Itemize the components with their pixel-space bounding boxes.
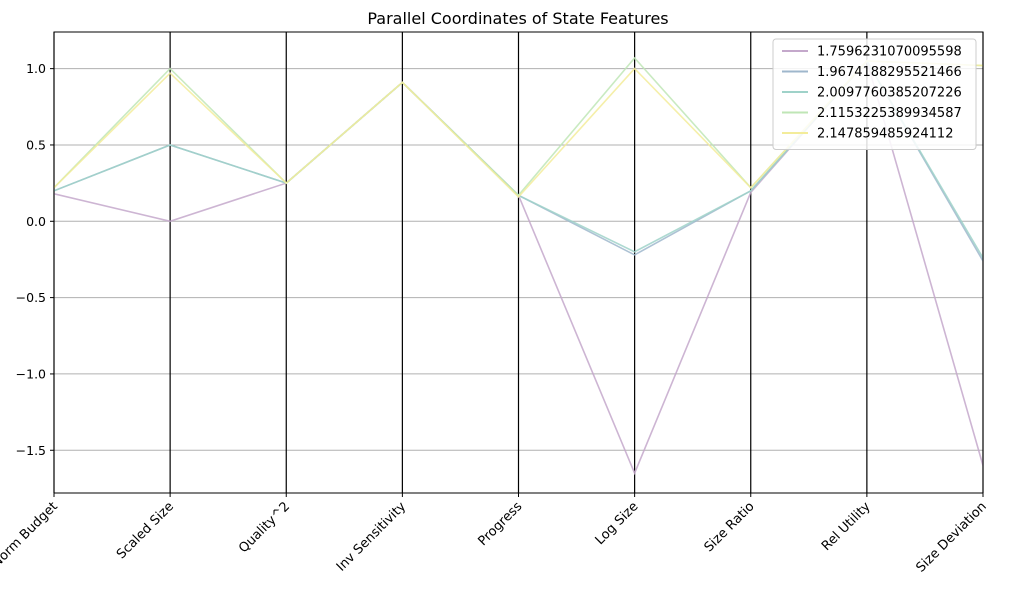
legend-label: 1.9674188295521466 bbox=[817, 65, 962, 80]
chart-title: Parallel Coordinates of State Features bbox=[367, 9, 668, 28]
legend-label: 2.0097760385207226 bbox=[817, 86, 962, 101]
category-label: Scaled Size bbox=[114, 499, 177, 562]
category-label: Size Ratio bbox=[702, 499, 758, 555]
legend: 1.7596231070095598 1.9674188295521466 2.00… bbox=[772, 38, 977, 150]
category-label: Size Deviation bbox=[913, 499, 989, 575]
y-tick-label: 0.5 bbox=[26, 137, 46, 152]
legend-label: 1.7596231070095598 bbox=[817, 45, 962, 60]
y-tick-label: −1.0 bbox=[16, 366, 46, 381]
legend-box bbox=[772, 38, 977, 150]
y-tick-label: 0.0 bbox=[26, 214, 46, 229]
legend-label: 2.147859485924112 bbox=[817, 127, 953, 142]
category-label: Rel Utility bbox=[819, 499, 874, 554]
category-label: Norm Budget bbox=[0, 499, 61, 571]
y-tick-label: −1.5 bbox=[16, 443, 46, 458]
category-label: Progress bbox=[475, 499, 525, 549]
category-label: Log Size bbox=[593, 499, 642, 548]
y-axis-ticks: 1.0 0.5 0.0 −0.5 −1.0 −1.5 bbox=[16, 61, 54, 458]
category-label: Quality^2 bbox=[236, 499, 293, 556]
category-labels: Norm Budget Scaled Size Quality^2 Inv Sensi… bbox=[0, 493, 990, 576]
y-tick-label: 1.0 bbox=[26, 61, 46, 76]
category-label: Inv Sensitivity bbox=[334, 499, 410, 575]
y-tick-label: −0.5 bbox=[16, 290, 46, 305]
legend-label: 2.1153225389934587 bbox=[817, 106, 962, 121]
